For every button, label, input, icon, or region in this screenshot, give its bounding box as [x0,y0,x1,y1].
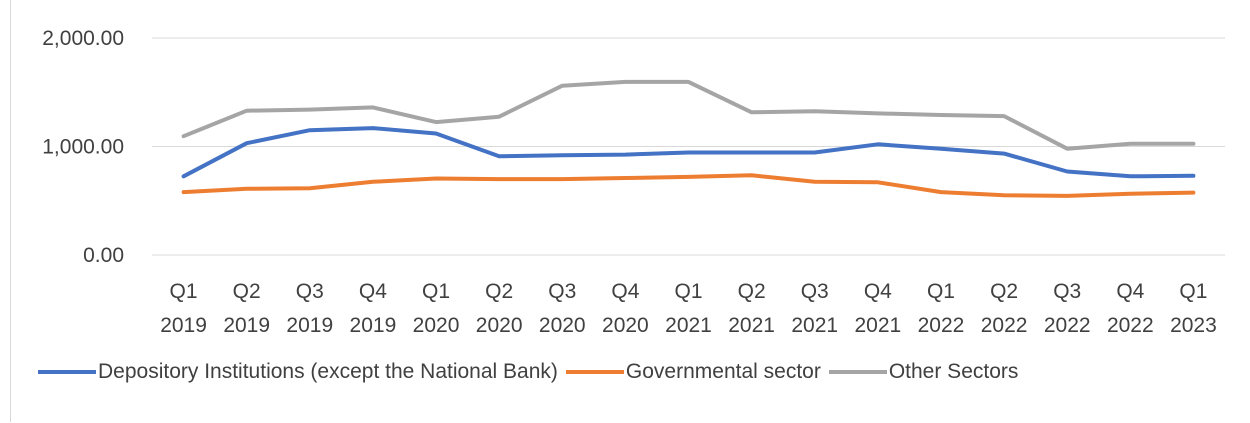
x-tick-label-year: 2020 [539,314,586,337]
x-tick-label-quarter: Q1 [1179,280,1207,303]
x-tick-label-quarter: Q2 [233,280,261,303]
chart-border [10,0,1249,422]
x-tick-label-year: 2023 [1170,314,1217,337]
x-tick-label-quarter: Q2 [990,280,1018,303]
legend-swatch [828,370,887,374]
x-tick-label-year: 2019 [223,314,270,337]
series-line-3 [181,79,1196,151]
chart-legend: Depository Institutions (except the Nati… [38,360,1026,384]
x-tick-label-year: 2019 [350,314,397,337]
legend-swatch [565,370,624,374]
legend-item: Depository Institutions (except the Nati… [38,360,558,384]
x-tick-label-year: 2019 [286,314,333,337]
x-tick-label-quarter: Q3 [801,280,829,303]
x-tick-label-year: 2019 [160,314,207,337]
series-line-2 [181,173,1196,198]
x-tick-label-quarter: Q2 [738,280,766,303]
legend-swatch [38,370,96,374]
x-tick-label-quarter: Q4 [359,280,387,303]
x-tick-label-quarter: Q3 [296,280,324,303]
line-chart: 0.00 1,000.00 2,000.00 Q1 2019 Q2 2019 Q3 2019 Q4… [42,27,1225,337]
x-tick-label-quarter: Q4 [1116,280,1144,303]
x-tick-label-year: 2022 [1107,314,1154,337]
x-tick-label-year: 2022 [918,314,965,337]
x-tick-label-quarter: Q1 [927,280,955,303]
x-tick-label-quarter: Q2 [485,280,513,303]
x-tick-label-quarter: Q1 [422,280,450,303]
x-tick-label-quarter: Q4 [864,280,892,303]
legend-item: Governmental sector [565,360,821,384]
legend-label: Other Sectors [888,360,1019,383]
x-tick-label-year: 2021 [791,314,838,337]
x-tick-label-quarter: Q3 [1053,280,1081,303]
x-tick-label-year: 2020 [413,314,460,337]
x-tick-label-year: 2022 [981,314,1028,337]
y-tick-label: 0.00 [83,244,124,267]
x-tick-label-year: 2021 [728,314,775,337]
legend-label: Governmental sector [625,360,821,383]
legend-label: Depository Institutions (except the Nati… [98,360,558,383]
x-tick-label-quarter: Q4 [611,280,639,303]
x-tick-label-year: 2020 [602,314,649,337]
x-tick-label-year: 2021 [854,314,901,337]
x-tick-label-quarter: Q1 [674,280,702,303]
x-tick-label-quarter: Q3 [548,280,576,303]
x-tick-label-year: 2020 [476,314,523,337]
y-tick-label: 1,000.00 [42,136,124,159]
x-tick-label-year: 2021 [665,314,712,337]
legend-item: Other Sectors [828,360,1019,384]
y-tick-label: 2,000.00 [42,27,124,50]
series-line-1 [181,126,1196,179]
x-tick-label-year: 2022 [1044,314,1091,337]
x-tick-label-quarter: Q1 [170,280,198,303]
